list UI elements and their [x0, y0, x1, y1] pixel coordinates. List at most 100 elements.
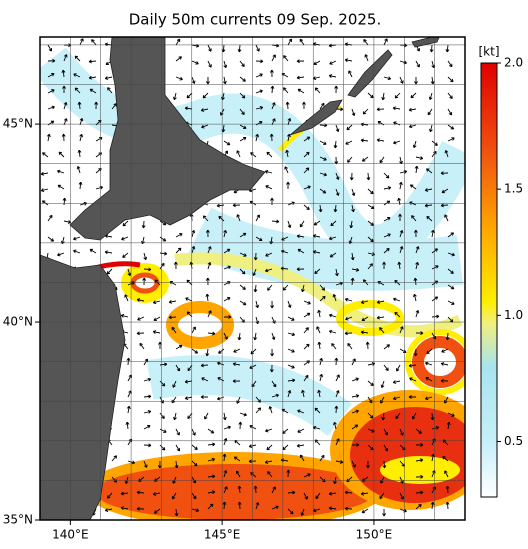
- arrow: [426, 348, 433, 355]
- arrow: [202, 92, 209, 99]
- arrow: [447, 124, 455, 130]
- arrow: [296, 267, 305, 272]
- arrow: [46, 133, 51, 142]
- arrow: [415, 60, 420, 68]
- arrow: [235, 470, 241, 478]
- arrow: [143, 425, 151, 430]
- arrow: [143, 410, 152, 414]
- arrow: [111, 455, 118, 462]
- arrow: [191, 245, 196, 254]
- arrow: [264, 460, 273, 464]
- arrow: [223, 140, 231, 146]
- arrow: [429, 124, 433, 133]
- arrow: [255, 236, 263, 242]
- arrow: [394, 92, 401, 99]
- island: [289, 99, 343, 136]
- arrow: [396, 364, 401, 372]
- arrow: [382, 508, 386, 517]
- arrow: [191, 508, 200, 513]
- arrow: [222, 412, 227, 421]
- arrow: [424, 188, 433, 192]
- arrow: [332, 294, 337, 302]
- colorbar-unit: [kt]: [478, 45, 499, 59]
- arrow: [73, 236, 81, 241]
- arrow: [425, 377, 433, 382]
- arrow: [201, 124, 209, 129]
- arrow: [328, 236, 337, 241]
- arrow: [329, 313, 337, 318]
- arrow: [205, 229, 210, 238]
- arrow: [287, 389, 292, 398]
- arrow: [303, 136, 311, 142]
- arrow: [152, 300, 161, 305]
- arrow: [392, 106, 401, 111]
- arrow: [172, 380, 177, 388]
- arrow: [383, 186, 392, 190]
- arrow: [319, 454, 325, 462]
- arrow: [283, 55, 289, 62]
- arrow: [223, 486, 228, 494]
- arrow: [58, 151, 65, 158]
- arrow: [367, 236, 374, 243]
- arrow: [376, 315, 385, 320]
- arrow: [287, 300, 292, 308]
- arrow: [351, 424, 359, 430]
- arrow: [76, 166, 81, 174]
- arrow: [300, 508, 305, 516]
- arrow: [444, 214, 449, 222]
- arrow: [222, 453, 227, 462]
- arrow: [316, 326, 321, 334]
- arrow: [125, 421, 130, 430]
- arrow: [413, 293, 417, 302]
- arrow: [223, 60, 228, 69]
- arrow: [205, 277, 210, 286]
- arrow: [88, 59, 97, 64]
- arrow: [303, 185, 311, 190]
- arrow: [397, 197, 401, 206]
- arrow: [319, 284, 326, 291]
- arrow: [299, 38, 305, 46]
- arrow: [153, 508, 161, 514]
- arrow: [348, 70, 353, 78]
- arrow: [42, 152, 49, 158]
- arrow: [239, 300, 247, 306]
- arrow: [77, 101, 82, 110]
- arrow: [184, 379, 193, 384]
- arrow: [173, 412, 177, 421]
- arrow: [237, 485, 242, 494]
- arrow: [202, 215, 209, 222]
- graticule: [40, 37, 465, 520]
- arrow: [413, 277, 418, 286]
- arrow: [136, 298, 145, 302]
- arrow: [152, 330, 161, 334]
- arrow: [319, 188, 327, 194]
- colorbar-tick-label: 1.0: [504, 308, 523, 322]
- arrow: [255, 133, 259, 142]
- arrow: [380, 396, 385, 404]
- arrow: [187, 364, 193, 372]
- arrow: [143, 460, 148, 468]
- arrow: [287, 364, 295, 369]
- arrow: [223, 297, 231, 302]
- arrow: [383, 76, 392, 81]
- arrow: [415, 503, 422, 510]
- arrow: [265, 185, 273, 190]
- arrow: [383, 217, 391, 222]
- arrow: [207, 310, 212, 318]
- arrow: [303, 492, 308, 500]
- arrow: [414, 165, 419, 174]
- arrow: [313, 60, 321, 65]
- arrow: [175, 364, 181, 372]
- colorbar: [480, 62, 498, 498]
- arrow: [333, 204, 338, 213]
- arrow: [376, 107, 385, 112]
- arrow: [143, 443, 152, 448]
- arrow: [174, 460, 179, 469]
- arrow: [303, 343, 310, 350]
- arrow: [392, 380, 401, 384]
- arrow: [223, 332, 228, 340]
- arrow: [399, 246, 404, 254]
- arrow: [265, 252, 273, 257]
- arrow: [287, 38, 293, 46]
- arrow: [159, 251, 168, 256]
